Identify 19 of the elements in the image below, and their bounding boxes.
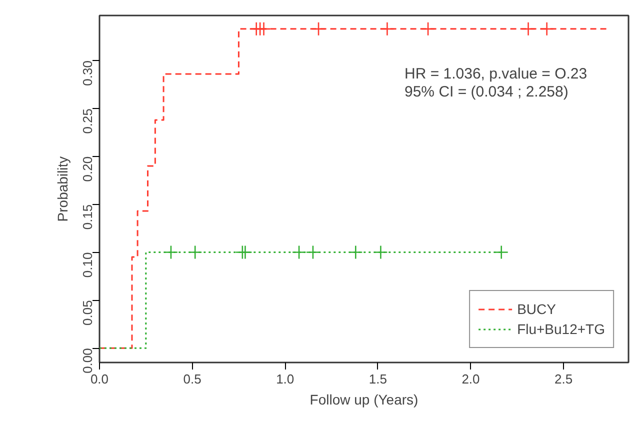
x-tick-label: 2.5 [554,372,573,386]
y-tick-label: 0.30 [80,60,95,86]
y-tick-label: 0.25 [80,108,95,134]
legend-label: BUCY [517,301,556,317]
y-tick-label: 0.00 [80,348,95,374]
y-axis-title: Probability [54,156,70,222]
y-tick-label: 0.05 [80,300,95,326]
x-tick-label: 0.5 [183,372,202,386]
x-tick-label: 1.5 [368,372,387,386]
x-tick-label: 2.0 [462,372,480,386]
x-axis-title: Follow up (Years) [310,392,418,408]
legend-label: Flu+Bu12+TG [517,321,605,337]
y-tick-label: 0.20 [80,156,95,182]
annotation: 95% CI = (0.034 ; 2.258) [404,84,568,100]
annotation: HR = 1.036, p.value = O.23 [404,66,588,82]
x-tick-label: 1.0 [276,372,294,386]
y-tick-label: 0.10 [80,252,95,278]
y-tick-label: 0.15 [80,204,95,230]
x-tick-label: 0.0 [90,372,109,386]
